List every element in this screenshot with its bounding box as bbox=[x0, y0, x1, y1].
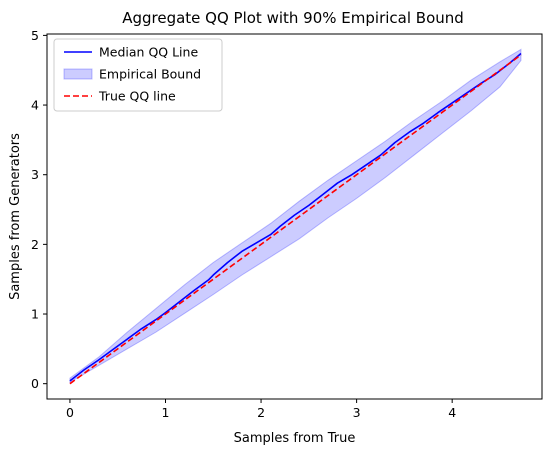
x-tick-label: 3 bbox=[353, 405, 361, 420]
x-tick-label: 2 bbox=[257, 405, 265, 420]
legend-label: Empirical Bound bbox=[99, 67, 201, 82]
x-tick-label: 4 bbox=[448, 405, 456, 420]
y-tick-label: 4 bbox=[31, 98, 39, 113]
y-axis-label: Samples from Generators bbox=[8, 133, 23, 300]
legend: Median QQ Line Empirical Bound True QQ lin… bbox=[53, 38, 223, 112]
legend-box bbox=[53, 38, 223, 112]
x-axis-label: Samples from True bbox=[234, 431, 356, 446]
y-tick-label: 5 bbox=[31, 28, 39, 43]
y-tick-label: 3 bbox=[31, 167, 39, 182]
axis-ticks: 0 1 2 3 4 0 1 2 3 4 5 bbox=[31, 28, 456, 420]
true-qq-line bbox=[69, 54, 522, 385]
y-tick-label: 2 bbox=[31, 237, 39, 252]
legend-swatch-empirical-bound bbox=[63, 68, 93, 80]
y-tick-label: 1 bbox=[31, 307, 39, 322]
chart-title: Aggregate QQ Plot with 90% Empirical Bou… bbox=[122, 9, 464, 27]
plot-area-frame bbox=[46, 33, 543, 400]
legend-label: Median QQ Line bbox=[99, 45, 198, 60]
x-tick-label: 1 bbox=[162, 405, 170, 420]
y-tick-label: 0 bbox=[31, 376, 39, 391]
x-tick-label: 0 bbox=[66, 405, 74, 420]
plot-data-layer bbox=[69, 48, 522, 385]
median-qq-line bbox=[69, 52, 522, 382]
legend-label: True QQ line bbox=[98, 89, 176, 104]
